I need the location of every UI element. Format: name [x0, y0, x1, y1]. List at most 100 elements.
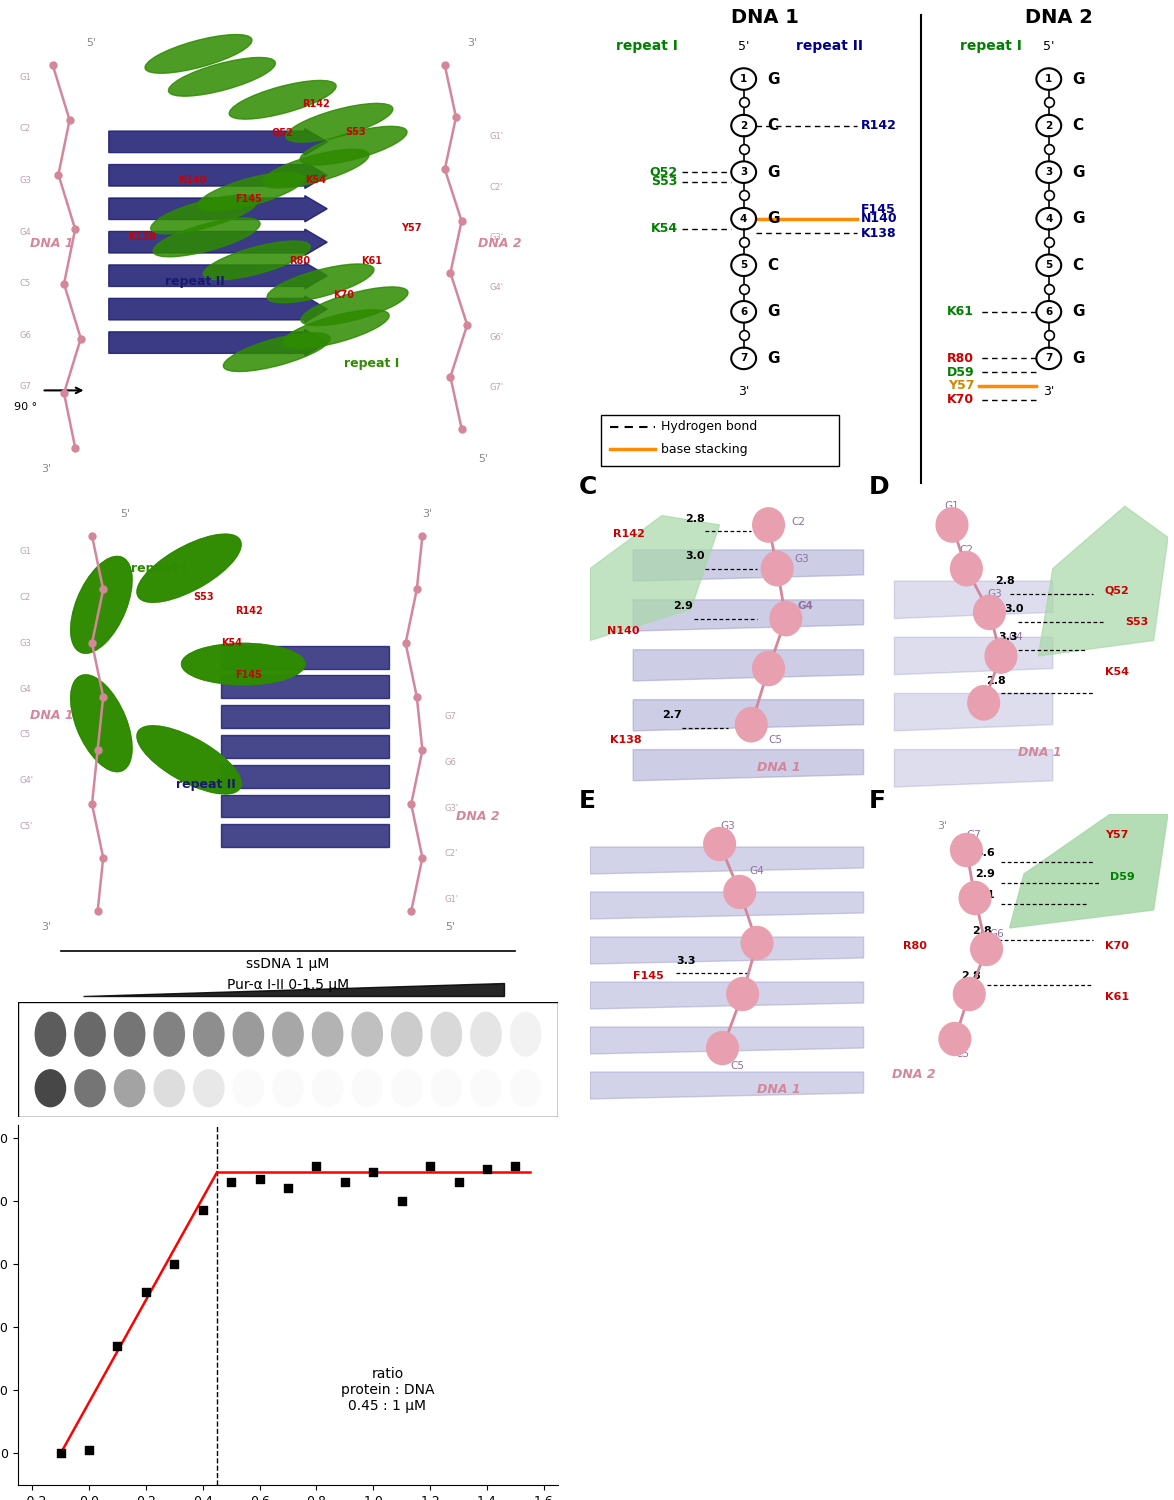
Text: C5: C5	[769, 735, 783, 746]
Text: R142: R142	[235, 606, 263, 615]
FancyArrow shape	[109, 296, 328, 322]
Text: 3.3: 3.3	[676, 956, 696, 966]
Point	[52, 1442, 70, 1466]
Text: repeat I: repeat I	[344, 357, 399, 369]
Point	[194, 1198, 212, 1222]
Text: G1: G1	[19, 548, 31, 556]
Ellipse shape	[154, 1013, 184, 1056]
Ellipse shape	[70, 675, 131, 771]
Text: 2: 2	[1045, 120, 1052, 130]
Text: R80: R80	[903, 940, 927, 951]
Text: G1: G1	[19, 72, 31, 81]
Text: DNA 1: DNA 1	[31, 237, 74, 250]
Bar	[221, 645, 389, 669]
Text: 3: 3	[740, 166, 748, 177]
Ellipse shape	[115, 1070, 144, 1107]
Ellipse shape	[312, 1070, 343, 1107]
Text: 2: 2	[740, 120, 748, 130]
Ellipse shape	[272, 1070, 303, 1107]
Text: K61: K61	[1105, 992, 1128, 1002]
Text: 5': 5'	[1043, 39, 1054, 53]
Text: D59: D59	[1111, 871, 1135, 882]
Ellipse shape	[234, 1013, 263, 1056]
Polygon shape	[633, 750, 864, 782]
Ellipse shape	[197, 172, 304, 211]
Bar	[221, 675, 389, 699]
Ellipse shape	[352, 1013, 383, 1056]
Text: repeat II: repeat II	[796, 39, 863, 53]
Circle shape	[741, 927, 772, 960]
Text: D59: D59	[946, 366, 974, 378]
Text: C2': C2'	[490, 183, 502, 192]
Text: C2': C2'	[445, 849, 458, 858]
Point	[478, 1156, 497, 1180]
Ellipse shape	[282, 310, 389, 348]
Ellipse shape	[431, 1070, 461, 1107]
Text: Y57: Y57	[947, 380, 974, 393]
Text: C5: C5	[19, 279, 31, 288]
Ellipse shape	[115, 1013, 144, 1056]
Text: D: D	[869, 476, 889, 500]
Ellipse shape	[75, 1013, 106, 1056]
Point	[278, 1176, 297, 1200]
FancyArrow shape	[109, 162, 328, 189]
Ellipse shape	[203, 242, 310, 279]
Circle shape	[973, 596, 1005, 630]
Text: C5': C5'	[19, 822, 33, 831]
Text: G1': G1'	[445, 896, 459, 904]
Bar	[601, 414, 838, 466]
Text: G7: G7	[966, 830, 981, 840]
Circle shape	[967, 686, 999, 720]
Ellipse shape	[182, 644, 305, 684]
Text: 4: 4	[740, 213, 748, 223]
Text: repeat I: repeat I	[615, 39, 677, 53]
Polygon shape	[895, 750, 1053, 788]
Text: DNA 1: DNA 1	[731, 8, 799, 27]
Ellipse shape	[182, 644, 305, 684]
Circle shape	[936, 509, 967, 542]
Text: 2.8: 2.8	[972, 926, 992, 936]
Text: F: F	[869, 789, 885, 813]
Circle shape	[770, 602, 802, 636]
Polygon shape	[633, 550, 864, 580]
Text: repeat I: repeat I	[960, 39, 1021, 53]
Text: S53: S53	[652, 176, 677, 189]
Text: G: G	[1073, 72, 1085, 87]
Text: 3': 3'	[41, 464, 52, 474]
Ellipse shape	[75, 1070, 106, 1107]
Text: 7: 7	[1045, 354, 1052, 363]
Bar	[221, 825, 389, 848]
Text: 5': 5'	[120, 510, 130, 519]
Text: Hydrogen bond: Hydrogen bond	[661, 420, 757, 434]
Text: G: G	[768, 72, 780, 87]
Polygon shape	[591, 938, 864, 964]
Text: 3': 3'	[41, 921, 52, 932]
Ellipse shape	[70, 675, 131, 771]
Text: DNA 2: DNA 2	[478, 237, 522, 250]
Text: 1: 1	[740, 74, 748, 84]
Text: DNA 2: DNA 2	[1025, 8, 1093, 27]
Text: G: G	[768, 351, 780, 366]
Text: 6: 6	[740, 308, 748, 316]
Circle shape	[971, 933, 1003, 966]
Text: C2: C2	[959, 544, 973, 555]
Text: 3: 3	[1045, 166, 1052, 177]
Ellipse shape	[511, 1013, 541, 1056]
Text: A: A	[0, 0, 5, 3]
Polygon shape	[83, 984, 504, 996]
Text: G7: G7	[445, 712, 457, 722]
Circle shape	[985, 639, 1017, 674]
Point	[336, 1170, 355, 1194]
Text: G3: G3	[721, 821, 736, 831]
FancyArrow shape	[109, 262, 328, 290]
Text: K70: K70	[947, 393, 974, 406]
Text: 90 °: 90 °	[14, 402, 36, 411]
Text: Q52: Q52	[649, 165, 677, 178]
Text: C: C	[1073, 118, 1084, 134]
Polygon shape	[591, 1072, 864, 1100]
Polygon shape	[633, 699, 864, 730]
Point	[136, 1281, 155, 1305]
Text: R142: R142	[862, 118, 897, 132]
Polygon shape	[1010, 815, 1168, 928]
Text: G4: G4	[1008, 633, 1023, 642]
